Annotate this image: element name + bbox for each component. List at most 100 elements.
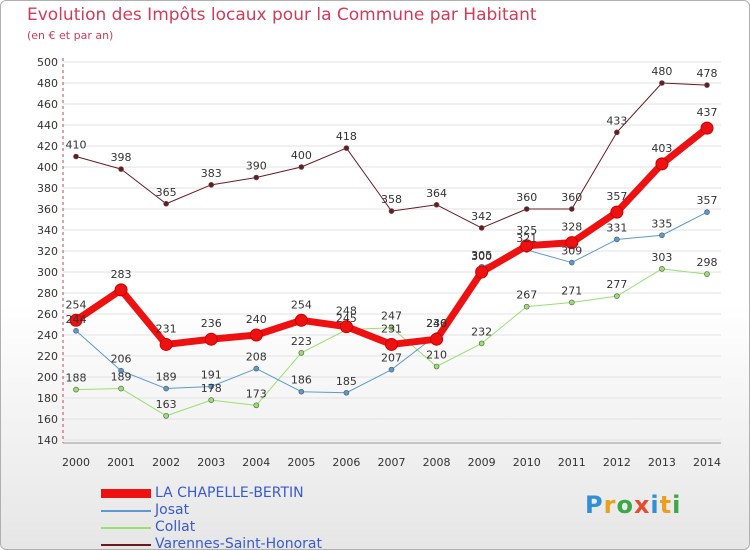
logo-letter: t: [659, 491, 673, 519]
data-point: [298, 164, 305, 170]
data-label: 208: [246, 351, 267, 364]
data-point: [208, 383, 215, 390]
x-tick-label: 2012: [603, 456, 631, 469]
data-label: 357: [697, 194, 718, 207]
data-label: 309: [561, 245, 582, 258]
data-point: [704, 271, 710, 277]
x-tick-label: 2007: [378, 456, 406, 469]
x-tick-label: 2003: [197, 456, 225, 469]
data-label: 358: [381, 193, 402, 206]
data-label: 236: [426, 317, 447, 330]
data-point: [208, 397, 215, 403]
data-label: 248: [336, 305, 357, 318]
x-tick-label: 2001: [107, 456, 135, 469]
data-point: [163, 385, 169, 392]
data-point: [298, 388, 305, 395]
data-point: [253, 365, 260, 372]
data-point: [614, 129, 620, 136]
data-point: [659, 232, 665, 239]
data-label: 364: [426, 187, 447, 200]
data-point: [704, 209, 710, 215]
data-label: 400: [291, 149, 312, 162]
data-point: [159, 337, 173, 351]
y-tick-label: 480: [37, 77, 58, 90]
data-point: [523, 206, 530, 212]
logo-letter: x: [633, 491, 651, 519]
data-point: [253, 174, 260, 181]
data-label: 331: [606, 221, 627, 234]
data-point: [478, 225, 485, 231]
data-point: [298, 350, 305, 356]
x-tick-label: 2000: [62, 456, 90, 469]
data-point: [118, 367, 124, 374]
data-point: [118, 385, 124, 392]
legend-label: Josat: [155, 502, 190, 518]
y-tick-label: 240: [37, 329, 58, 342]
legend-swatch: [101, 544, 151, 546]
data-point: [610, 205, 624, 219]
y-tick-label: 360: [37, 203, 58, 216]
data-point: [568, 259, 575, 266]
y-tick-label: 140: [37, 434, 58, 447]
data-label: 410: [66, 139, 87, 152]
data-point: [73, 386, 79, 393]
data-label: 189: [111, 371, 132, 384]
proxiti-logo: Proxiti: [585, 491, 681, 519]
data-point: [339, 320, 353, 334]
data-label: 298: [697, 256, 718, 269]
data-label: 325: [516, 224, 537, 237]
data-label: 342: [471, 210, 492, 223]
y-tick-label: 220: [37, 350, 58, 363]
data-label: 163: [156, 398, 177, 411]
chart-subtitle: (en € et par an): [27, 29, 114, 42]
y-tick-label: 500: [37, 56, 58, 69]
data-point: [568, 299, 575, 306]
data-label: 232: [471, 325, 492, 338]
data-point: [385, 337, 398, 351]
data-point: [114, 283, 128, 297]
logo-letter: P: [585, 491, 604, 519]
data-label: 267: [516, 289, 537, 302]
data-label: 206: [111, 353, 132, 366]
data-point: [614, 293, 620, 299]
data-point: [433, 363, 440, 370]
y-tick-label: 300: [37, 266, 58, 279]
legend-label: Collat: [155, 519, 196, 535]
data-label: 365: [156, 186, 177, 199]
data-point: [73, 327, 79, 334]
data-label: 403: [651, 142, 672, 155]
data-label: 178: [201, 382, 222, 395]
legend-swatch: [101, 510, 151, 512]
y-tick-label: 160: [37, 413, 58, 426]
data-point: [475, 265, 489, 279]
data-point: [614, 236, 620, 243]
data-label: 360: [561, 191, 582, 204]
data-label: 244: [66, 313, 87, 326]
data-label: 223: [291, 335, 312, 348]
data-point: [704, 82, 710, 88]
legend-swatch: [101, 489, 151, 498]
data-label: 231: [156, 322, 177, 335]
data-label: 188: [66, 372, 87, 385]
data-label: 271: [561, 284, 582, 297]
x-tick-label: 2008: [423, 456, 451, 469]
data-label: 283: [111, 268, 132, 281]
y-tick-label: 320: [37, 245, 58, 258]
series-line: [75, 211, 708, 394]
x-tick-label: 2002: [152, 456, 180, 469]
data-point: [249, 328, 263, 342]
data-label: 191: [201, 368, 222, 381]
data-point: [163, 200, 169, 207]
data-point: [659, 80, 665, 86]
data-label: 357: [606, 190, 627, 203]
legend-swatch: [101, 527, 151, 529]
data-label: 173: [246, 387, 267, 400]
data-label: 321: [516, 232, 537, 245]
y-tick-label: 260: [37, 308, 58, 321]
data-point: [388, 324, 395, 331]
data-label: 437: [697, 106, 718, 119]
data-label: 185: [336, 375, 357, 388]
data-label: 328: [561, 221, 582, 234]
data-point: [520, 239, 534, 253]
